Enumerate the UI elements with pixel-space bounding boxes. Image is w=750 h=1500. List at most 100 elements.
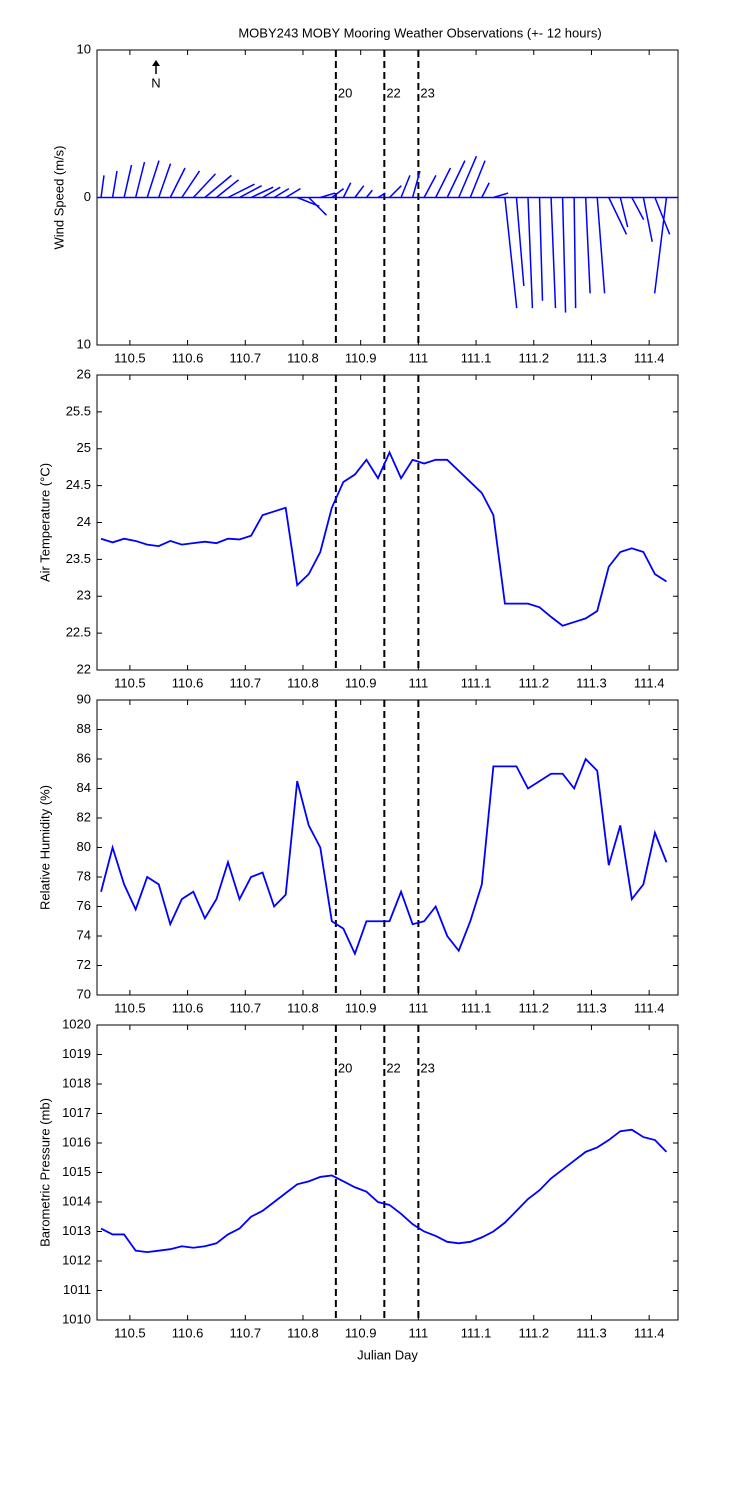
data-line [100,1128,668,1254]
wind-stick [584,197,591,294]
x-tick-label: 111 [408,1000,428,1015]
x-tick-label: 110.5 [114,350,146,365]
x-tick-label: 111.1 [461,1325,492,1340]
x-tick-label: 110.9 [345,1325,377,1340]
x-tick-label: 110.8 [287,350,319,365]
y-tick-label: 1013 [62,1223,91,1238]
y-tick-label: 23.5 [66,551,91,566]
x-tick-label: 110.5 [114,1000,146,1015]
x-tick-label: 110.8 [287,675,319,690]
y-tick-label: 1015 [62,1164,91,1179]
x-tick-label: 111.2 [518,350,549,365]
x-tick-label: 110.7 [229,675,261,690]
wind-stick [331,188,345,199]
x-tick-label: 110.9 [345,675,377,690]
y-tick-label: 80 [77,839,91,854]
wind-stick [250,186,274,199]
event-label: 20 [338,85,352,100]
wind-stick [158,163,172,198]
wind-stick [469,160,486,198]
wind-stick [631,197,645,220]
y-tick-label: 1010 [62,1311,91,1326]
wind-stick [653,197,668,294]
x-tick-label: 111.3 [576,675,607,690]
wind-stick [561,197,567,313]
y-tick-label: 72 [77,957,91,972]
y-tick-label: 74 [77,927,91,942]
wind-stick [204,174,232,199]
wind-stick [239,185,262,199]
x-tick-label: 111.4 [634,1000,665,1015]
x-tick-label: 111.1 [461,1000,492,1015]
y-tick-label: 90 [77,691,91,706]
wind-stick [446,160,466,198]
wind-stick [458,155,478,198]
wind-stick [654,197,671,235]
wind-stick [400,175,411,198]
y-axis-label: Relative Humidity (%) [37,785,52,910]
wind-stick [354,185,365,198]
y-tick-label: 22.5 [66,625,91,640]
x-tick-label: 110.9 [345,350,377,365]
y-tick-label: 10 [77,41,91,56]
x-tick-label: 111.3 [576,1000,607,1015]
y-tick-label: 0 [84,189,91,204]
y-tick-label: 22 [77,661,91,676]
data-line [100,450,667,627]
x-tick-label: 110.7 [229,1000,261,1015]
y-tick-label: 1011 [63,1282,91,1297]
y-axis-label: Air Temperature (°C) [37,463,52,582]
x-tick-label: 110.5 [114,675,146,690]
y-tick-label: 10 [77,336,91,351]
y-tick-label: 1020 [62,1016,91,1031]
x-tick-label: 111.4 [634,350,665,365]
wind-stick [377,192,386,199]
wind-stick [111,170,118,198]
y-tick-label: 82 [77,809,91,824]
y-tick-label: 1018 [62,1075,91,1090]
y-tick-label: 23 [77,588,91,603]
wind-stick [308,196,327,216]
plot-area [96,699,679,996]
y-tick-label: 24.5 [66,477,91,492]
wind-stick [181,170,201,198]
wind-stick [504,197,518,309]
wind-stick [100,175,105,198]
data-line [100,757,668,957]
chart-title: MOBY243 MOBY Mooring Weather Observation… [238,25,601,40]
x-axis-label: Julian Day [357,1347,418,1362]
y-axis-label: Barometric Pressure (mb) [37,1098,52,1247]
y-tick-label: 78 [77,868,91,883]
x-tick-label: 110.7 [229,1325,261,1340]
wind-stick [134,161,146,198]
y-tick-label: 1014 [62,1193,91,1208]
wind-stick [273,188,290,199]
wind-stick [262,186,281,199]
x-tick-label: 111.3 [576,350,607,365]
x-tick-label: 111 [408,350,428,365]
wind-stick [515,197,525,287]
x-tick-label: 111.2 [518,1325,549,1340]
wind-stick [365,189,373,198]
event-label: 20 [338,1060,352,1075]
wind-stick [619,197,629,228]
event-label: 22 [386,85,400,100]
event-label: 22 [386,1060,400,1075]
y-tick-label: 84 [77,780,91,795]
north-label: N [151,75,160,90]
wind-stick [192,173,217,199]
event-label: 23 [420,85,434,100]
y-tick-label: 88 [77,721,91,736]
x-tick-label: 110.6 [172,350,204,365]
wind-stick [388,185,402,199]
x-tick-label: 110.9 [345,1000,377,1015]
y-tick-label: 25.5 [66,403,91,418]
wind-stick [423,175,437,198]
north-arrowhead [152,60,160,66]
x-tick-label: 111.3 [576,1325,607,1340]
plot-area [96,374,679,671]
y-tick-label: 1016 [62,1134,91,1149]
wind-stick [320,192,336,199]
wind-stick [573,197,577,309]
